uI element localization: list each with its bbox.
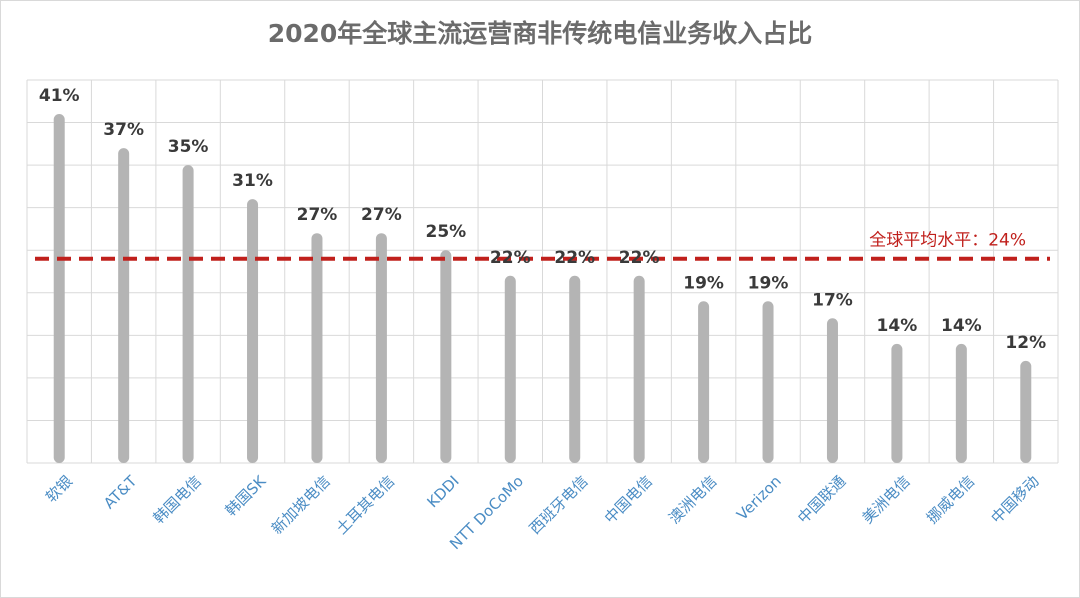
- data-label: 12%: [1005, 333, 1046, 353]
- category-label: 美洲电信: [859, 472, 914, 527]
- data-label: 19%: [748, 273, 789, 293]
- data-label: 27%: [361, 205, 402, 225]
- category-label: 西班牙电信: [526, 472, 592, 538]
- category-label: 韩国SK: [222, 471, 270, 519]
- reference-line-group: 全球平均水平：24%: [35, 231, 1050, 261]
- chart-title: 2020年全球主流运营商非传统电信业务收入占比: [268, 19, 813, 48]
- category-label: AT&T: [100, 472, 141, 513]
- data-label: 22%: [490, 248, 531, 268]
- category-label: Verizon: [733, 472, 785, 524]
- bars: [53, 114, 1032, 463]
- category-label: 挪威电信: [923, 472, 978, 527]
- category-label: 软银: [42, 472, 76, 506]
- data-label: 35%: [168, 137, 209, 157]
- data-label: 22%: [619, 248, 660, 268]
- data-label: 25%: [425, 222, 466, 242]
- data-label: 17%: [812, 290, 853, 310]
- data-label: 14%: [877, 316, 918, 336]
- category-label: 中国电信: [601, 472, 656, 527]
- data-label: 22%: [554, 248, 595, 268]
- category-label: KDDI: [424, 472, 463, 511]
- data-labels: 41% 37% 35% 31% 27% 27% 25% 22% 22% 22% 19% 19% 17% 1…: [39, 86, 1046, 353]
- category-label: 韩国电信: [150, 472, 205, 527]
- average-reference-label: 全球平均水平：24%: [869, 231, 1026, 251]
- data-label: 31%: [232, 171, 273, 191]
- category-label: 澳洲电信: [665, 472, 720, 527]
- category-label: 土耳其电信: [332, 472, 398, 538]
- category-label: 新加坡电信: [268, 472, 334, 538]
- category-label: 中国联通: [794, 472, 849, 527]
- data-label: 14%: [941, 316, 982, 336]
- gridlines: [26, 79, 1059, 464]
- data-label: 41%: [39, 86, 80, 106]
- data-label: 19%: [683, 273, 724, 293]
- data-label: 27%: [297, 205, 338, 225]
- data-label: 37%: [103, 120, 144, 140]
- category-label: 中国移动: [987, 472, 1042, 527]
